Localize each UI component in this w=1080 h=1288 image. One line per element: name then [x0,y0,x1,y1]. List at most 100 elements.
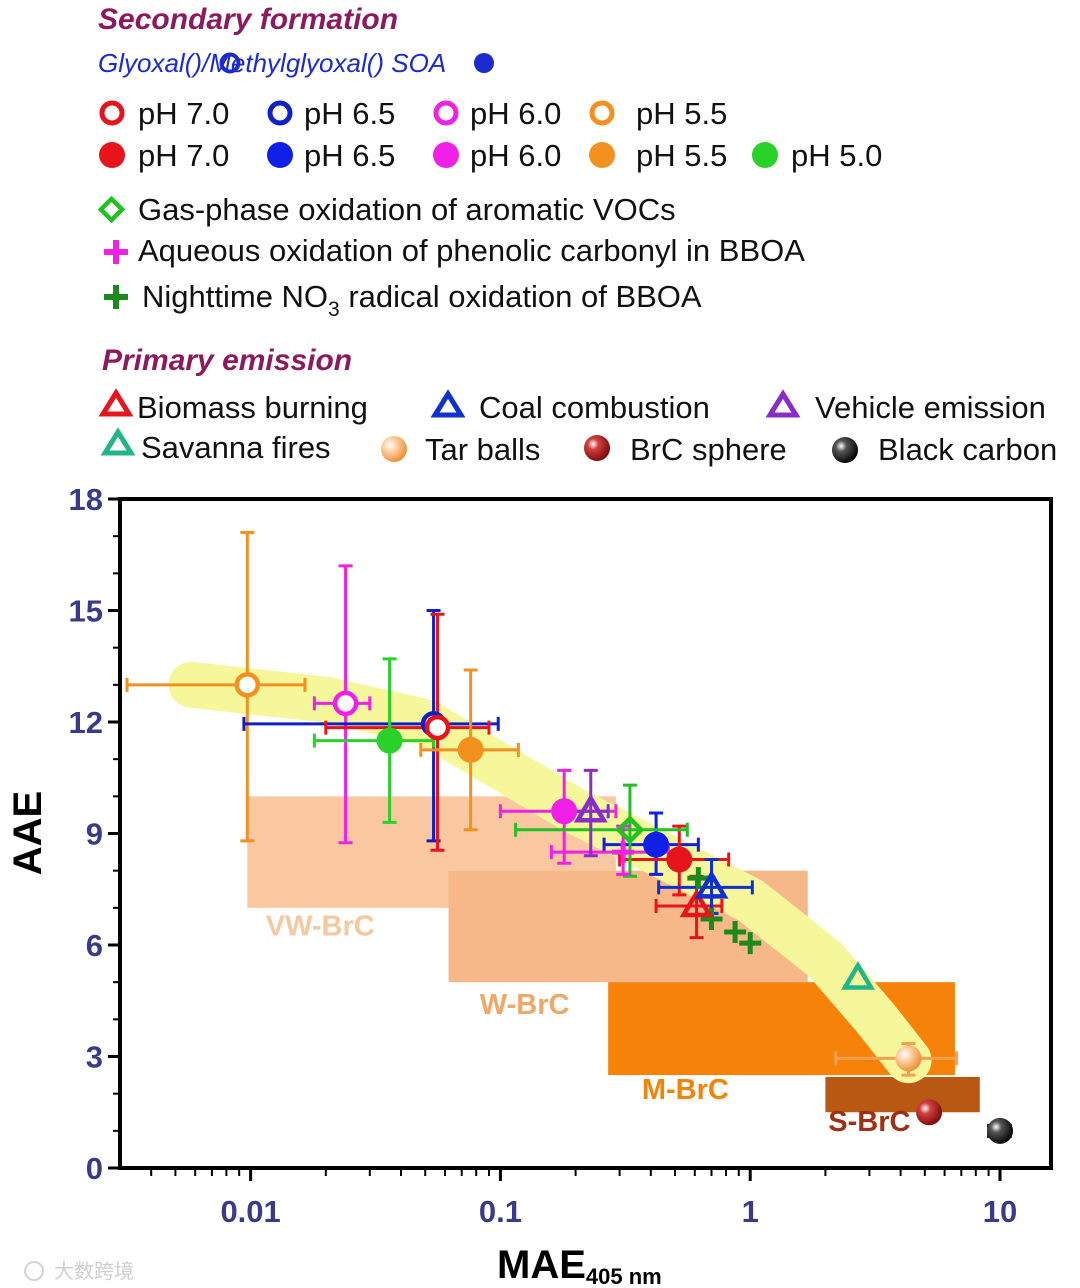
legend-filled-label: pH 6.0 [470,138,561,173]
point-filled-circle [551,798,578,825]
legend-filled-label: pH 6.5 [304,138,395,173]
point-open-circle [234,672,261,698]
point-open-circle [332,690,359,717]
soa-filled-circle-icon [474,53,494,73]
legend-filled-circle-icon [99,142,125,168]
x-tick-label: 10 [983,1194,1017,1229]
y-tick-label: 0 [86,1151,103,1186]
magenta-plus-icon [104,240,128,264]
point-filled-circle [666,846,693,873]
legend-open-label: pH 6.0 [470,96,561,131]
point-filled-circle [643,831,670,858]
primary-label: Biomass burning [137,390,368,425]
filled-ph-row: pH 7.0 pH 6.5 pH 6.0 pH 5.5 pH 5.0 [99,138,882,173]
legend-filled-label: pH 5.5 [636,138,727,173]
open-ph-row: pH 7.0 pH 6.5 pH 6.0 pH 5.5 [99,96,727,131]
y-tick-label: 3 [86,1040,103,1075]
axis-ticks-layer [108,497,1002,1181]
markers-layer [234,672,1014,1144]
nighttime-label-subscript: 3 [328,298,340,321]
legend-open-label: pH 6.5 [304,96,395,131]
legend-filled-label: pH 7.0 [138,138,229,173]
y-tick-label: 6 [86,928,103,963]
region-label-m-brc: M-BrC [642,1074,729,1106]
legend-open-circle-icon [99,100,125,126]
region-labels-layer: VW-BrC W-BrC M-BrC S-BrC [266,911,911,1138]
x-axis-title-subscript: 405 nm [586,1264,662,1288]
legend: Secondary formation Glyoxal()/Methylglyo… [97,3,1057,467]
legend-open-label: pH 5.5 [636,96,727,131]
watermark: 大数跨境 [54,1260,134,1283]
y-error-bar [622,783,637,878]
primary-emission-title: Primary emission [102,344,352,377]
legend-filled-circle-icon [752,142,778,168]
triangle-icon [765,389,801,418]
region-label-vw-brc: VW-BrC [266,911,375,943]
x-error-bar [324,720,491,735]
nighttime-label: Nighttime NO3 radical oxidation of BBOA [142,279,702,321]
point-sphere [987,1117,1014,1144]
y-tick-label: 15 [69,594,103,629]
x-error-bar [125,677,307,692]
y-error-bar [583,768,598,858]
y-tick-label: 12 [69,705,103,740]
point-open-triangle [573,793,608,823]
region-s-brc [825,1076,980,1113]
soa-open-circle-icon [219,52,241,74]
diamond-icon [97,195,126,224]
point-open-circle [424,714,451,741]
triangle-icon [100,427,136,456]
legend-filled-label: pH 5.0 [791,138,882,173]
x-error-bar [514,822,689,837]
point-plus [724,920,747,943]
brc-sphere-icon [584,435,610,461]
point-plus [687,867,710,890]
aqueous-label: Aqueous oxidation of phenolic carbonyl i… [138,233,805,268]
primary-label: Savanna fires [141,430,331,465]
x-axis-title: MAE405 nm [497,1243,662,1288]
x-axis-title-main: MAE [497,1243,586,1287]
tick-labels-layer: 0 3 6 9 12 15 18 0.01 0.1 1 10 [69,482,1018,1229]
soa-title: Glyoxal()/Methylglyoxal() SOA [98,48,446,78]
soa-title-part3: ) SOA [372,48,446,78]
legend-open-circle-icon [589,100,615,126]
soa-title-part2: )/Methylglyoxal( [190,48,377,78]
primary-label: Vehicle emission [815,390,1046,425]
primary-label: Black carbon [878,432,1057,467]
soa-title-part1: Glyoxal( [98,48,196,78]
black-carbon-icon [832,437,858,463]
legend-open-label: pH 7.0 [138,96,229,131]
primary-label: Coal combustion [479,390,710,425]
watermark-logo-icon [24,1261,44,1281]
y-axis-title: AAE [6,791,50,875]
x-error-bar [242,716,500,731]
point-plus [612,841,635,864]
tar-ball-icon [381,436,407,462]
point-open-triangle [679,888,714,918]
primary-row-1: Biomass burning Coal combustion Vehicle … [98,388,1046,425]
x-tick-label: 1 [742,1194,759,1229]
x-tick-label: 0.1 [479,1194,522,1229]
primary-label: Tar balls [425,432,540,467]
nighttime-label-part2: radical oxidation of BBOA [340,279,702,314]
point-open-diamond [615,815,645,845]
point-sphere [895,1045,922,1072]
plot-area: VW-BrC W-BrC M-BrC S-BrC 0 3 6 9 12 15 18 0.01 0.1 1… [6,482,1053,1288]
point-open-triangle [841,961,875,990]
legend-filled-circle-icon [267,142,293,168]
point-plus [700,907,723,930]
point-filled-circle [457,736,484,763]
triangle-icon [98,388,134,417]
green-plus-icon [104,285,128,309]
y-tick-label: 18 [69,482,103,517]
primary-label: BrC sphere [630,432,787,467]
point-filled-circle [376,727,403,754]
y-tick-label: 9 [86,817,103,852]
legend-open-circle-icon [433,100,459,126]
point-plus [739,932,762,955]
secondary-formation-title: Secondary formation [98,3,398,36]
legend-filled-circle-icon [589,142,615,168]
nighttime-label-part1: Nighttime NO [142,279,328,314]
region-label-w-brc: W-BrC [480,989,570,1021]
